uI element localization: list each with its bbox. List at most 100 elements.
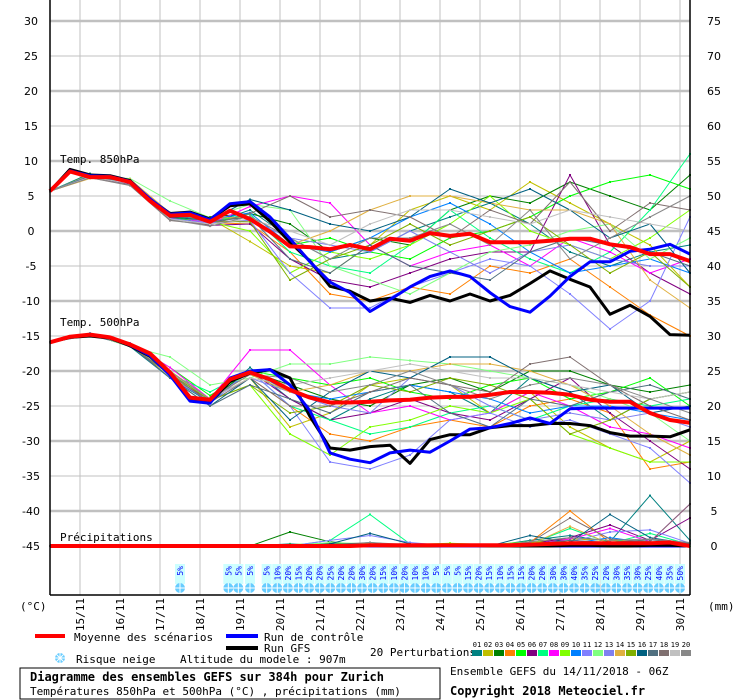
perturbation-08-t500-point (409, 405, 411, 407)
perturbation-swatch (516, 650, 526, 656)
snow-band (272, 564, 283, 584)
perturbation-02-t500-point (569, 426, 571, 428)
perturbation-11-t850-point (609, 328, 611, 330)
perturbation-04-t850-point (489, 265, 491, 267)
mean-t850-line (48, 169, 691, 263)
perturbation-17-t500-point (529, 398, 531, 400)
snow-percent: 20% (305, 566, 314, 581)
perturbation-15-t850-point (529, 216, 531, 218)
perturbation-19-t850-point (609, 216, 611, 218)
left-tick-label: -15 (22, 330, 40, 343)
snow-percent: 20% (528, 566, 537, 581)
perturbation-20-t500-point (409, 370, 411, 372)
right-tick-label: 65 (707, 85, 721, 98)
snowflake-icon (314, 583, 325, 593)
snow-percent: 25% (591, 566, 600, 581)
right-tick-label: 75 (707, 15, 721, 28)
mean-t500-line (49, 332, 691, 425)
perturbation-12-t850-point (409, 293, 411, 295)
perturbation-14-t500-point (329, 384, 331, 386)
snow-percent: 30% (612, 566, 621, 581)
perturbation-17-t850-point (489, 279, 491, 281)
perturbation-15-t500-point (569, 433, 571, 435)
perturbation-18-t500-point (409, 377, 411, 379)
right-tick-label: 20 (707, 400, 721, 413)
perturbation-11-precip-point (609, 531, 611, 533)
snowflake-icon (463, 583, 474, 593)
snow-percent: 15% (485, 566, 494, 581)
perturbation-swatch (659, 650, 669, 656)
perturbation-18-t850-point (329, 216, 331, 218)
legend-gfs-swatch (226, 646, 258, 650)
perturbation-07-t850-point (489, 237, 491, 239)
perturbation-05-t500-point (369, 377, 371, 379)
perturbation-11-precip-point (329, 539, 331, 542)
perturbation-05-t850-point (569, 195, 571, 197)
chart-title: Diagramme des ensembles GEFS sur 384h po… (30, 670, 384, 684)
perturbation-06-t850-point (449, 258, 451, 260)
perturbation-swatch (681, 650, 691, 656)
perturbation-18-t500-point (329, 405, 331, 407)
snow-band (622, 564, 633, 584)
snow-percent: 25% (644, 566, 653, 581)
perturbation-03-t850-point (529, 202, 531, 204)
perturbation-15-t850-point (449, 244, 451, 246)
x-tick-label: 20/11 (274, 598, 287, 631)
snow-percent: 5% (443, 566, 452, 576)
perturbation-19-t850-point (449, 209, 451, 211)
snowflake-icon (622, 583, 633, 593)
perturbation-swatch (483, 650, 493, 656)
right-tick-label: 25 (707, 365, 721, 378)
perturbation-20-t500-point (649, 398, 651, 400)
label-precip: Précipitations (60, 531, 153, 544)
perturbation-16-precip-point (649, 536, 651, 539)
perturbation-20-precip-point (609, 539, 611, 542)
snow-band (526, 564, 537, 584)
snow-percent: 35% (665, 566, 674, 581)
perturbation-13-t850-point (369, 251, 371, 253)
snow-band (378, 564, 389, 584)
snowflake-icon (420, 583, 431, 593)
left-unit: (°C) (20, 600, 47, 613)
perturbation-06-t850-point (249, 223, 251, 225)
perturbation-12-t850-point (329, 265, 331, 267)
perturbation-17-t850-point (529, 251, 531, 253)
perturbation-03-t500-point (649, 391, 651, 393)
perturbation-07-precip-point (369, 513, 371, 516)
snow-band (346, 564, 357, 584)
snowflake-icon (378, 583, 389, 593)
perturbation-swatch (615, 650, 625, 656)
perturbation-15-t850-point (609, 272, 611, 274)
snow-percent: 10% (411, 566, 420, 581)
perturbation-number: 16 (638, 641, 646, 649)
perturbation-19-t500-point (249, 377, 251, 379)
perturbation-19-t850-point (329, 244, 331, 246)
x-tick-label: 17/11 (154, 598, 167, 631)
snow-percent: 50% (676, 566, 685, 581)
perturbation-20-t850-point (529, 209, 531, 211)
perturbation-15-t500-point (409, 391, 411, 393)
snowflake-icon (335, 583, 346, 593)
perturbation-05-t850-point (409, 258, 411, 260)
snowflake-icon (233, 583, 244, 593)
perturbation-17-t850-point (449, 272, 451, 274)
perturbation-01-t850-point (449, 216, 451, 218)
perturbation-02-t500-point (289, 426, 291, 428)
perturbation-12-t500-point (209, 384, 211, 386)
right-tick-label: 0 (711, 540, 718, 553)
perturbation-01-precip-point (529, 539, 531, 542)
snow-percent: 15% (294, 566, 303, 581)
perturbation-04-t500-point (369, 440, 371, 442)
perturbation-19-t500-point (369, 370, 371, 372)
right-tick-label: 55 (707, 155, 721, 168)
perturbation-16-t500-point (489, 356, 491, 358)
perturbation-19-t500-point (409, 363, 411, 365)
perturbation-12-t500-point (369, 356, 371, 358)
right-unit: (mm) (708, 600, 735, 613)
perturbation-09-t500-point (289, 433, 291, 435)
snow-band (233, 564, 244, 584)
right-tick-label: 40 (707, 260, 721, 273)
perturbation-12-precip-point (329, 541, 331, 544)
perturbation-04-t500-point (529, 405, 531, 407)
snow-percent: 20% (400, 566, 409, 581)
